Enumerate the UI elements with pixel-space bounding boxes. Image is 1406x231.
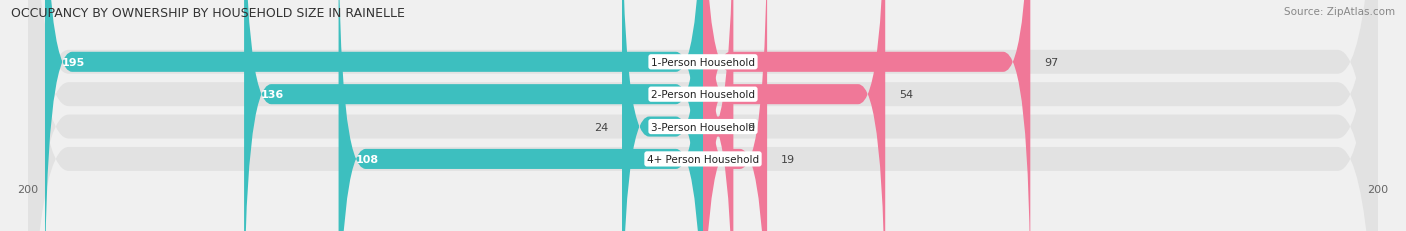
- Text: 2-Person Household: 2-Person Household: [651, 90, 755, 100]
- FancyBboxPatch shape: [28, 0, 1378, 231]
- FancyBboxPatch shape: [339, 0, 703, 231]
- Text: OCCUPANCY BY OWNERSHIP BY HOUSEHOLD SIZE IN RAINELLE: OCCUPANCY BY OWNERSHIP BY HOUSEHOLD SIZE…: [11, 7, 405, 20]
- Text: 3-Person Household: 3-Person Household: [651, 122, 755, 132]
- Text: 1-Person Household: 1-Person Household: [651, 58, 755, 67]
- FancyBboxPatch shape: [28, 0, 1378, 231]
- FancyBboxPatch shape: [703, 0, 768, 231]
- Text: 97: 97: [1043, 58, 1059, 67]
- FancyBboxPatch shape: [703, 0, 734, 231]
- Text: 195: 195: [62, 58, 86, 67]
- FancyBboxPatch shape: [703, 0, 1031, 231]
- FancyBboxPatch shape: [703, 0, 886, 231]
- FancyBboxPatch shape: [245, 0, 703, 231]
- FancyBboxPatch shape: [45, 0, 703, 231]
- FancyBboxPatch shape: [28, 0, 1378, 231]
- Text: 54: 54: [898, 90, 912, 100]
- FancyBboxPatch shape: [621, 0, 703, 231]
- FancyBboxPatch shape: [28, 0, 1378, 231]
- Text: 4+ Person Household: 4+ Person Household: [647, 154, 759, 164]
- Text: 19: 19: [780, 154, 794, 164]
- Text: 9: 9: [747, 122, 754, 132]
- Text: 108: 108: [356, 154, 378, 164]
- Text: 136: 136: [262, 90, 284, 100]
- Text: Source: ZipAtlas.com: Source: ZipAtlas.com: [1284, 7, 1395, 17]
- Text: 24: 24: [595, 122, 609, 132]
